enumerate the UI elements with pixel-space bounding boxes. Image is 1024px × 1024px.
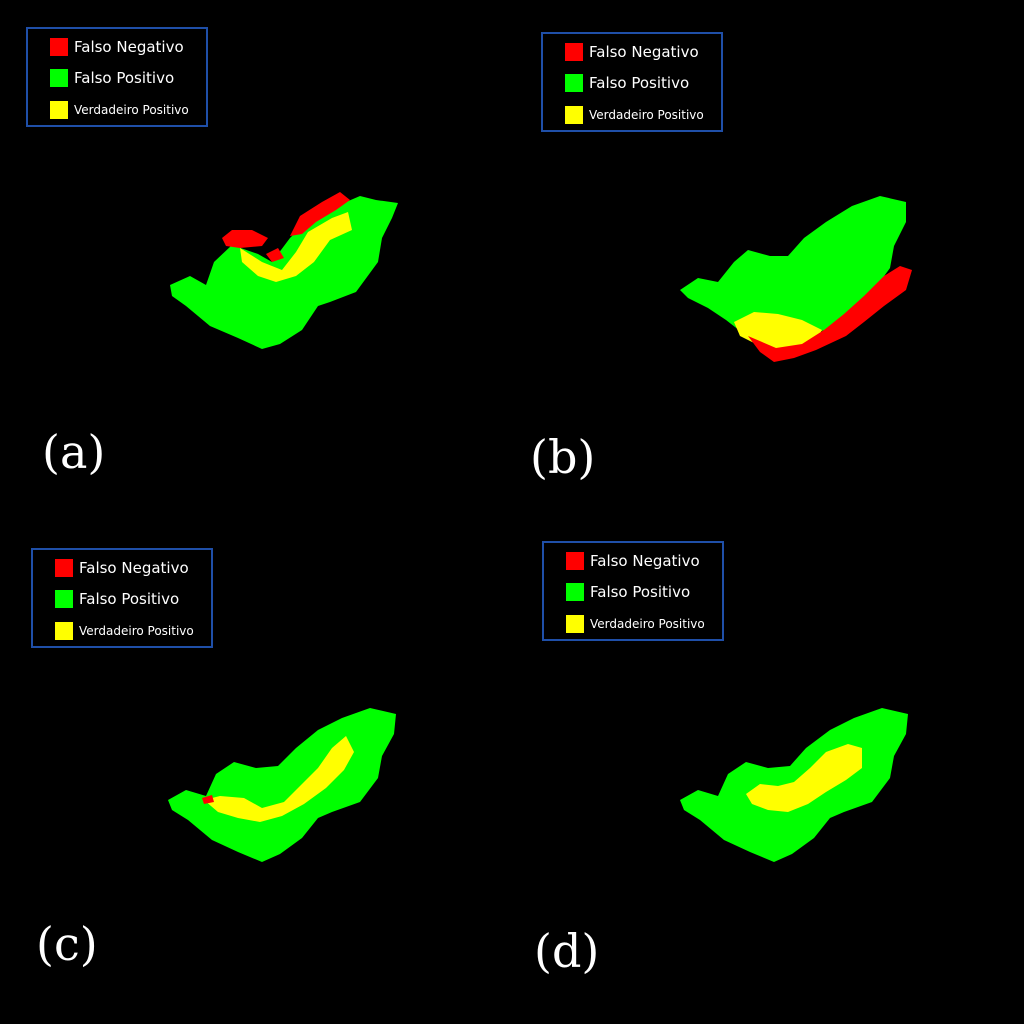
- legend-item-false-positive: Falso Positivo: [565, 74, 689, 92]
- legend-item-false-negative: Falso Negativo: [50, 38, 184, 56]
- panel-d: Falso Negativo Falso Positivo Verdadeiro…: [512, 512, 1024, 1024]
- legend-label: Falso Negativo: [79, 559, 189, 577]
- panel-a: Falso Negativo Falso Positivo Verdadeiro…: [0, 0, 512, 512]
- legend-item-false-negative: Falso Negativo: [565, 43, 699, 61]
- legend-item-true-positive: Verdadeiro Positivo: [50, 101, 189, 119]
- legend-label: Falso Negativo: [589, 43, 699, 61]
- legend-item-false-positive: Falso Positivo: [50, 69, 174, 87]
- panel-label: (b): [530, 430, 596, 484]
- yellow-swatch: [565, 106, 583, 124]
- legend-label: Falso Negativo: [74, 38, 184, 56]
- legend: Falso Negativo Falso Positivo Verdadeiro…: [31, 548, 213, 648]
- yellow-swatch: [55, 622, 73, 640]
- legend-item-true-positive: Verdadeiro Positivo: [565, 106, 704, 124]
- legend-label: Falso Positivo: [79, 590, 180, 608]
- legend-label: Verdadeiro Positivo: [590, 617, 705, 631]
- green-swatch: [50, 69, 68, 87]
- false-positive-region: [680, 196, 906, 340]
- false-negative-region: [266, 248, 284, 262]
- panel-c: Falso Negativo Falso Positivo Verdadeiro…: [0, 512, 512, 1024]
- legend: Falso Negativo Falso Positivo Verdadeiro…: [541, 32, 723, 132]
- legend-label: Falso Positivo: [589, 74, 690, 92]
- legend-label: Verdadeiro Positivo: [74, 103, 189, 117]
- legend-label: Falso Positivo: [74, 69, 175, 87]
- legend-item-true-positive: Verdadeiro Positivo: [55, 622, 194, 640]
- red-swatch: [50, 38, 68, 56]
- legend: Falso Negativo Falso Positivo Verdadeiro…: [26, 27, 208, 127]
- false-positive-region: [168, 708, 396, 862]
- red-swatch: [566, 552, 584, 570]
- true-positive-region: [204, 736, 354, 822]
- segmentation-mask-d: [680, 708, 908, 862]
- false-negative-region: [748, 266, 912, 362]
- yellow-swatch: [566, 615, 584, 633]
- legend-item-false-positive: Falso Positivo: [566, 583, 690, 601]
- false-negative-region: [290, 192, 350, 236]
- segmentation-mask-b: [680, 196, 912, 362]
- false-negative-region: [222, 230, 268, 248]
- legend-label: Falso Positivo: [590, 583, 691, 601]
- true-positive-region: [240, 212, 352, 282]
- panel-label: (c): [36, 917, 98, 971]
- legend-item-false-positive: Falso Positivo: [55, 590, 179, 608]
- red-swatch: [55, 559, 73, 577]
- legend-label: Verdadeiro Positivo: [79, 624, 194, 638]
- segmentation-mask-c: [168, 708, 396, 862]
- red-swatch: [565, 43, 583, 61]
- panel-label: (d): [534, 924, 600, 978]
- legend-label: Verdadeiro Positivo: [589, 108, 704, 122]
- legend-item-false-negative: Falso Negativo: [566, 552, 700, 570]
- legend-item-false-negative: Falso Negativo: [55, 559, 189, 577]
- true-positive-region: [746, 744, 862, 812]
- green-swatch: [55, 590, 73, 608]
- segmentation-mask-a: [170, 192, 398, 349]
- yellow-swatch: [50, 101, 68, 119]
- green-swatch: [566, 583, 584, 601]
- panel-label: (a): [42, 425, 106, 479]
- legend-label: Falso Negativo: [590, 552, 700, 570]
- legend: Falso Negativo Falso Positivo Verdadeiro…: [542, 541, 724, 641]
- false-negative-region: [202, 795, 214, 804]
- panel-b: Falso Negativo Falso Positivo Verdadeiro…: [512, 0, 1024, 512]
- green-swatch: [565, 74, 583, 92]
- legend-item-true-positive: Verdadeiro Positivo: [566, 615, 705, 633]
